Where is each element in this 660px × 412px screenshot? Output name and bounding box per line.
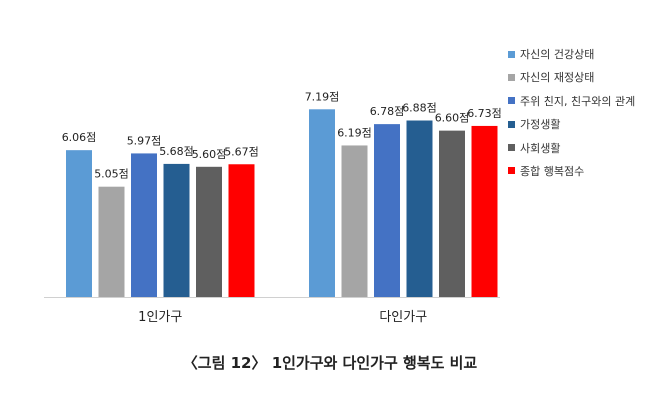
bar: [374, 124, 400, 297]
figure-caption: 〈그림 12〉 1인가구와 다인가구 행복도 비교: [182, 354, 478, 372]
data-label: 5.67점: [224, 145, 259, 158]
bar: [406, 120, 433, 297]
legend-item: 자신의 재정상태: [508, 67, 635, 87]
bar: [196, 166, 222, 297]
bar: [341, 145, 368, 297]
data-label: 6.78점: [370, 105, 405, 118]
legend-label: 주위 친지, 친구와의 관계: [520, 94, 636, 108]
bar: [131, 153, 157, 297]
legend-item: 종합 행복점수: [508, 161, 635, 181]
bar: [439, 130, 465, 297]
data-label: 6.88점: [402, 102, 437, 115]
legend-label: 자신의 재정상태: [520, 71, 595, 85]
bar: [163, 163, 190, 297]
bar: [471, 125, 498, 297]
legend-swatch: [508, 144, 515, 152]
legend-label: 자신의 건강상태: [520, 48, 595, 61]
legend-item: 사회생활: [508, 138, 635, 158]
legend-swatch: [508, 97, 515, 105]
legend-label: 가정생활: [520, 118, 561, 132]
category-label: 다인가구: [379, 310, 427, 325]
bar: [66, 150, 92, 297]
legend-label: 종합 행복점수: [520, 164, 585, 178]
legend-swatch: [508, 167, 515, 175]
legend-swatch: [508, 73, 515, 81]
legend-label: 사회생활: [520, 141, 561, 155]
data-label: 6.19점: [337, 126, 372, 139]
data-label: 7.19점: [305, 90, 340, 103]
data-label: 6.60점: [435, 112, 470, 125]
data-label: 5.68점: [159, 145, 194, 158]
legend-swatch: [508, 120, 515, 128]
data-label: 5.60점: [192, 148, 227, 161]
category-label: 1인가구: [138, 310, 182, 325]
legend-item: 자신의 건강상태: [508, 44, 635, 64]
bar: [228, 164, 255, 297]
bar: [98, 186, 125, 297]
legend-item: 주위 친지, 친구와의 관계: [508, 91, 635, 111]
data-label: 5.97점: [127, 134, 162, 147]
legend-item: 가정생활: [508, 114, 635, 134]
data-label: 6.73점: [467, 107, 502, 120]
data-label: 5.05점: [94, 168, 129, 181]
bar: [309, 109, 335, 297]
data-label: 6.06점: [62, 131, 97, 144]
legend-swatch: [508, 50, 515, 58]
